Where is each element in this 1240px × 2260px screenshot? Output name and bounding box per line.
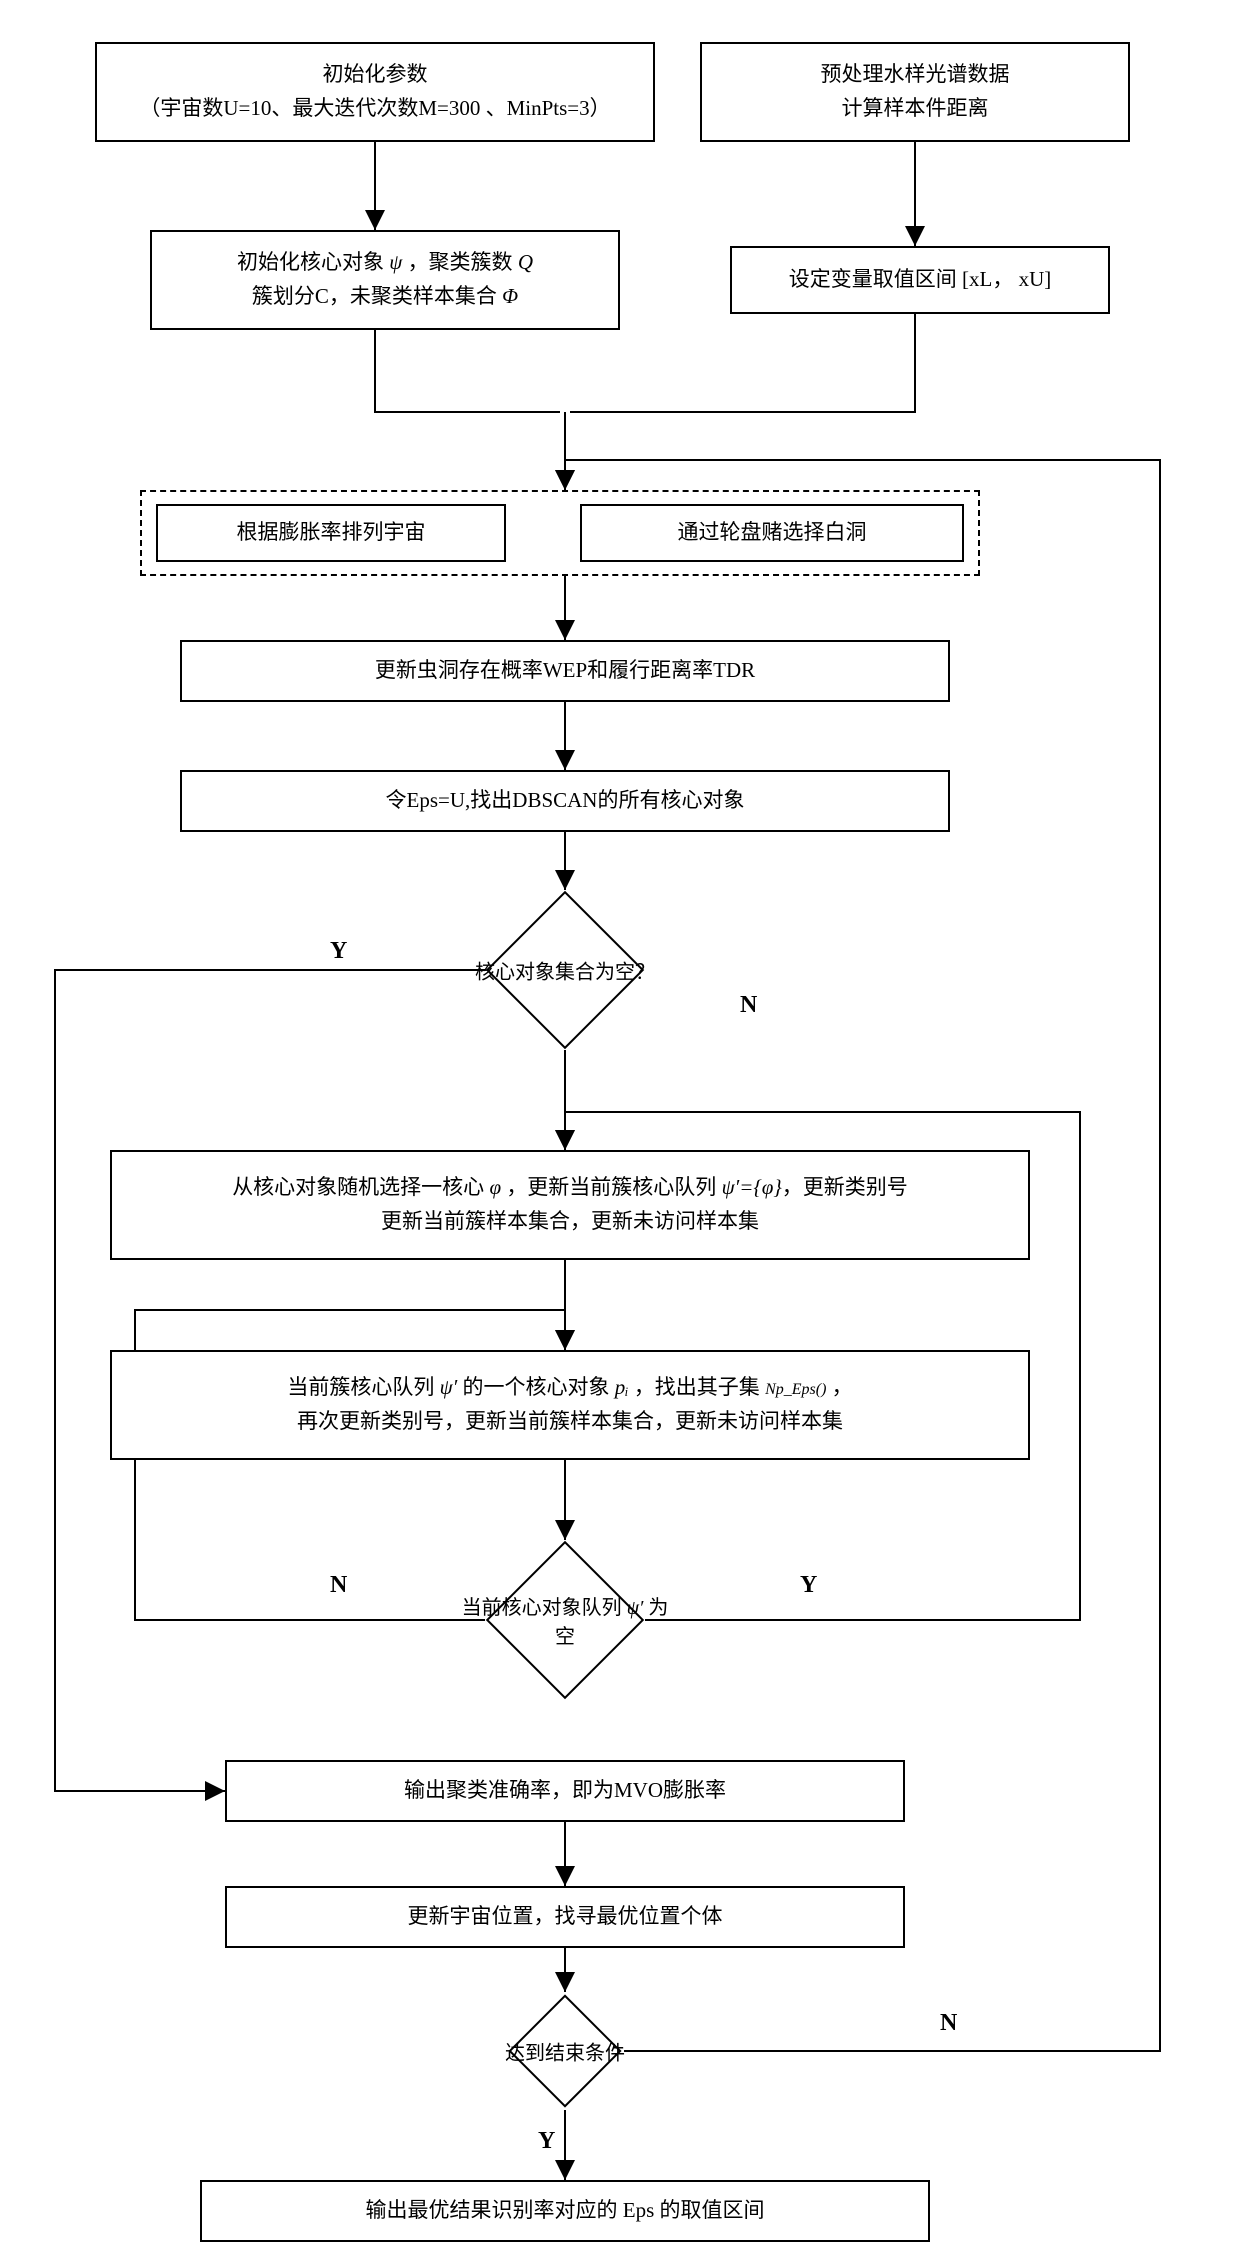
- node-expand-core: 当前簇核心队列 ψ′ 的一个核心对象 pᵢ ，找出其子集 Np_Eps() ， …: [110, 1350, 1030, 1460]
- d2-y-label: Y: [800, 1572, 817, 1599]
- d3-label: 达到结束条件: [485, 2037, 645, 2066]
- node-init-params: 初始化参数 （宇宙数U=10、最大迭代次数M=300 、MinPts=3）: [95, 42, 655, 142]
- node-output-accuracy: 输出聚类准确率，即为MVO膨胀率: [225, 1760, 905, 1822]
- n1-line2: （宇宙数U=10、最大迭代次数M=300 、MinPts=3）: [139, 92, 610, 126]
- d2-n-label: N: [330, 1572, 347, 1599]
- d2-label: 当前核心对象队列 ψ′ 为空: [453, 1591, 677, 1649]
- n4-label: 设定变量取值区间 [xL， xU]: [789, 263, 1051, 297]
- decision-queue-empty: 当前核心对象队列 ψ′ 为空: [509, 1564, 621, 1676]
- node-update-wep-tdr: 更新虫洞存在概率WEP和履行距离率TDR: [180, 640, 950, 702]
- flowchart-canvas: 初始化参数 （宇宙数U=10、最大迭代次数M=300 、MinPts=3） 预处…: [0, 0, 1240, 2260]
- n10-line2: 再次更新类别号，更新当前簇样本集合，更新未访问样本集: [287, 1405, 852, 1439]
- node-set-range: 设定变量取值区间 [xL， xU]: [730, 246, 1110, 314]
- node-output-final: 输出最优结果识别率对应的 Eps 的取值区间: [200, 2180, 930, 2242]
- d1-label: 核心对象集合为空？: [453, 956, 677, 985]
- n1-line1: 初始化参数: [139, 58, 610, 92]
- node-init-core: 初始化核心对象 ψ ，聚类簇数 Q 簇划分C，未聚类样本集合 Φ: [150, 230, 620, 330]
- n12-label: 更新宇宙位置，找寻最优位置个体: [408, 1900, 723, 1934]
- node-sort-universe: 根据膨胀率排列宇宙: [156, 504, 506, 562]
- n11-label: 输出聚类准确率，即为MVO膨胀率: [404, 1774, 726, 1808]
- decision-end: 达到结束条件: [525, 2011, 605, 2091]
- n2-line1: 预处理水样光谱数据: [821, 58, 1010, 92]
- node-roulette: 通过轮盘赌选择白洞: [580, 504, 964, 562]
- n3-line2: 簇划分C，未聚类样本集合 Φ: [237, 280, 533, 314]
- d3-n-label: N: [940, 2010, 957, 2037]
- node-preprocess: 预处理水样光谱数据 计算样本件距离: [700, 42, 1130, 142]
- n6-label: 通过轮盘赌选择白洞: [678, 516, 867, 550]
- n2-line2: 计算样本件距离: [821, 92, 1010, 126]
- decision-core-empty: 核心对象集合为空？: [509, 914, 621, 1026]
- n7-label: 更新虫洞存在概率WEP和履行距离率TDR: [375, 654, 755, 688]
- n10-line1: 当前簇核心队列 ψ′ 的一个核心对象 pᵢ ，找出其子集 Np_Eps() ，: [287, 1371, 852, 1405]
- n8-label: 令Eps=U,找出DBSCAN的所有核心对象: [386, 784, 745, 818]
- d1-n-label: N: [740, 992, 757, 1019]
- d3-y-label: Y: [538, 2128, 555, 2155]
- n3-line1: 初始化核心对象 ψ ，聚类簇数 Q: [237, 246, 533, 280]
- n5-label: 根据膨胀率排列宇宙: [237, 516, 426, 550]
- d1-y-label: Y: [330, 938, 347, 965]
- n13-label: 输出最优结果识别率对应的 Eps 的取值区间: [366, 2194, 765, 2228]
- node-pick-core: 从核心对象随机选择一核心 φ ，更新当前簇核心队列 ψ′={φ}，更新类别号 更…: [110, 1150, 1030, 1260]
- node-eps-cores: 令Eps=U,找出DBSCAN的所有核心对象: [180, 770, 950, 832]
- n9-line1: 从核心对象随机选择一核心 φ ，更新当前簇核心队列 ψ′={φ}，更新类别号: [232, 1171, 908, 1205]
- n9-line2: 更新当前簇样本集合，更新未访问样本集: [232, 1205, 908, 1239]
- node-update-universe: 更新宇宙位置，找寻最优位置个体: [225, 1886, 905, 1948]
